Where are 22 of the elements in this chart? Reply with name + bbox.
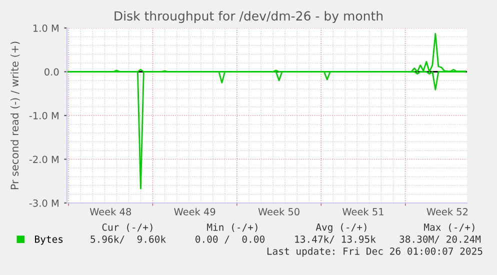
x-tick-label: Week 52 bbox=[426, 208, 468, 216]
y-tick-label: 0.0 bbox=[44, 68, 59, 76]
text: Max (-/+) bbox=[424, 223, 474, 232]
text: Cur (-/+) bbox=[102, 223, 152, 232]
x-tick-label: Week 48 bbox=[90, 208, 131, 216]
y-tick-label: -2.0 M bbox=[29, 156, 58, 164]
x-tick-label: Week 51 bbox=[342, 208, 384, 216]
text: Min (-/+) bbox=[207, 223, 258, 232]
legend-label: Bytes bbox=[35, 236, 63, 245]
chart-title: Disk throughput for /dev/dm-26 - by month bbox=[114, 10, 383, 24]
x-tick-label: Week 50 bbox=[258, 208, 300, 216]
y-tick-label: -1.0 M bbox=[29, 112, 58, 120]
text: 5.96k/ 9.60k bbox=[90, 235, 166, 244]
text: 0.00 / 0.00 bbox=[196, 235, 264, 244]
y-tick-label: -3.0 M bbox=[29, 199, 58, 207]
y-tick-label: 1.0 M bbox=[33, 24, 58, 32]
text: Last update: Fri Dec 26 01:00:07 2025 bbox=[267, 247, 482, 257]
text: 13.47k/ 13.95k bbox=[295, 235, 376, 244]
text: 38.30M/ 20.24M bbox=[400, 235, 481, 244]
text: Avg (-/+) bbox=[316, 223, 366, 233]
x-tick-label: Week 49 bbox=[174, 208, 216, 216]
y-axis-title: Pr second read (-) / write (+) bbox=[10, 42, 20, 190]
